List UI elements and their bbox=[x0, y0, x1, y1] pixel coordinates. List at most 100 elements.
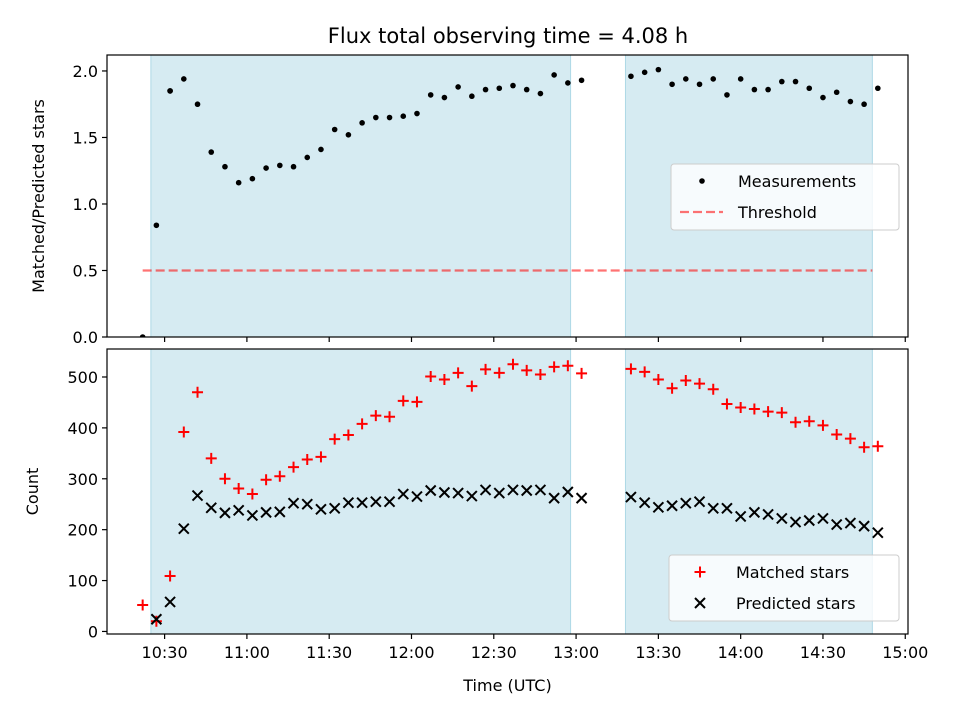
data-point-measurement bbox=[139, 334, 146, 337]
data-point-predicted bbox=[205, 502, 217, 514]
data-point-measurement bbox=[628, 73, 634, 80]
data-point-measurement bbox=[359, 120, 365, 126]
data-point-predicted bbox=[424, 484, 437, 497]
x-tick-label: 11:30 bbox=[306, 643, 352, 662]
data-point-predicted bbox=[164, 596, 176, 608]
data-point-measurement bbox=[167, 88, 173, 94]
data-point-measurement bbox=[235, 179, 242, 186]
x-tick-label: 14:00 bbox=[718, 643, 764, 662]
x-tick-label: 10:30 bbox=[142, 643, 188, 662]
data-point-predicted bbox=[191, 489, 204, 502]
data-point-measurement bbox=[153, 222, 160, 229]
data-point-measurement bbox=[792, 78, 799, 85]
data-point-matched bbox=[205, 452, 217, 464]
data-point-measurement bbox=[751, 86, 758, 93]
data-point-predicted bbox=[232, 504, 245, 517]
data-point-predicted bbox=[776, 512, 788, 525]
legend-label: Predicted stars bbox=[736, 594, 856, 613]
data-point-predicted bbox=[666, 500, 678, 512]
data-point-measurement bbox=[400, 113, 407, 119]
data-point-matched bbox=[562, 360, 574, 372]
data-point-predicted bbox=[817, 512, 829, 525]
data-point-matched bbox=[356, 418, 368, 430]
y-tick-label: 0.0 bbox=[73, 328, 98, 347]
data-point-matched bbox=[858, 441, 870, 453]
legend-label: Measurements bbox=[738, 172, 856, 191]
data-point-predicted bbox=[383, 495, 396, 508]
data-point-measurement bbox=[181, 76, 187, 82]
data-point-matched bbox=[301, 453, 313, 465]
data-point-matched bbox=[342, 429, 354, 441]
panel-ratio: 0.0 0.5 1.0 1.5 2.0 Matched/Predicted stars Me… bbox=[29, 54, 909, 347]
data-point-predicted bbox=[734, 510, 747, 523]
data-point-predicted bbox=[638, 496, 651, 509]
data-point-predicted bbox=[219, 507, 231, 519]
data-point-predicted bbox=[803, 514, 815, 527]
data-point-measurement bbox=[318, 146, 324, 153]
data-point-predicted bbox=[370, 495, 382, 508]
data-point-matched bbox=[425, 370, 437, 382]
data-point-matched bbox=[680, 375, 692, 387]
data-point-matched bbox=[164, 570, 176, 582]
data-point-predicted bbox=[652, 501, 665, 513]
data-point-measurement bbox=[482, 86, 489, 93]
shaded-interval bbox=[150, 348, 572, 635]
y-tick-label: 0.5 bbox=[73, 261, 98, 280]
axes-frame bbox=[106, 348, 909, 635]
data-point-measurement bbox=[641, 69, 648, 76]
x-tick-label: 15:00 bbox=[882, 643, 928, 662]
data-point-predicted bbox=[625, 491, 637, 503]
data-point-predicted bbox=[328, 502, 341, 515]
data-point-measurement bbox=[724, 92, 730, 98]
data-point-measurement bbox=[263, 165, 269, 171]
data-point-measurement bbox=[277, 162, 283, 169]
data-point-measurement bbox=[222, 163, 228, 170]
data-point-measurement bbox=[304, 154, 311, 161]
y-tick-label: 500 bbox=[67, 368, 98, 387]
data-point-predicted bbox=[680, 497, 692, 509]
data-point-measurement bbox=[737, 76, 744, 82]
y-tick-label: 300 bbox=[67, 470, 98, 489]
data-point-predicted bbox=[397, 488, 409, 500]
data-point-matched bbox=[493, 367, 505, 379]
data-point-predicted bbox=[575, 492, 588, 504]
data-point-predicted bbox=[830, 518, 843, 531]
data-point-predicted bbox=[466, 490, 478, 502]
data-point-measurement bbox=[523, 86, 530, 93]
data-point-measurement bbox=[249, 175, 256, 182]
data-point-measurement bbox=[208, 149, 215, 155]
data-point-matched bbox=[466, 380, 478, 392]
data-point-measurement bbox=[551, 72, 557, 78]
data-point-predicted bbox=[411, 490, 423, 503]
x-axis-label: Time (UTC) bbox=[462, 676, 551, 695]
data-point-measurement bbox=[373, 114, 379, 121]
x-tick-label: 13:00 bbox=[553, 643, 599, 662]
data-point-matched bbox=[178, 426, 190, 438]
data-point-measurement bbox=[847, 98, 854, 105]
data-point-predicted bbox=[534, 484, 547, 496]
data-point-predicted bbox=[301, 498, 313, 510]
data-point-measurement bbox=[833, 89, 840, 96]
x-tick-label: 12:30 bbox=[471, 643, 517, 662]
data-point-measurement bbox=[578, 77, 585, 84]
legend: Measurements Threshold bbox=[670, 163, 900, 231]
data-point-matched bbox=[137, 599, 149, 611]
data-point-matched bbox=[150, 615, 162, 627]
data-point-predicted bbox=[479, 484, 492, 496]
data-point-predicted bbox=[260, 506, 272, 519]
data-point-measurement bbox=[455, 84, 461, 90]
x-tick-label: 11:00 bbox=[224, 643, 270, 662]
data-point-matched bbox=[639, 366, 651, 378]
data-point-matched bbox=[803, 415, 815, 427]
data-point-measurement bbox=[806, 85, 813, 92]
legend-marker-measurements bbox=[699, 178, 705, 184]
data-point-matched bbox=[707, 383, 719, 395]
data-point-predicted bbox=[693, 495, 706, 508]
data-point-matched bbox=[192, 386, 204, 398]
data-point-matched bbox=[521, 364, 533, 376]
legend: Matched stars Predicted stars bbox=[668, 554, 900, 622]
data-point-measurement bbox=[290, 163, 297, 170]
y-tick-label: 200 bbox=[67, 521, 98, 540]
shaded-interval bbox=[150, 54, 572, 338]
data-point-measurement bbox=[537, 90, 544, 97]
